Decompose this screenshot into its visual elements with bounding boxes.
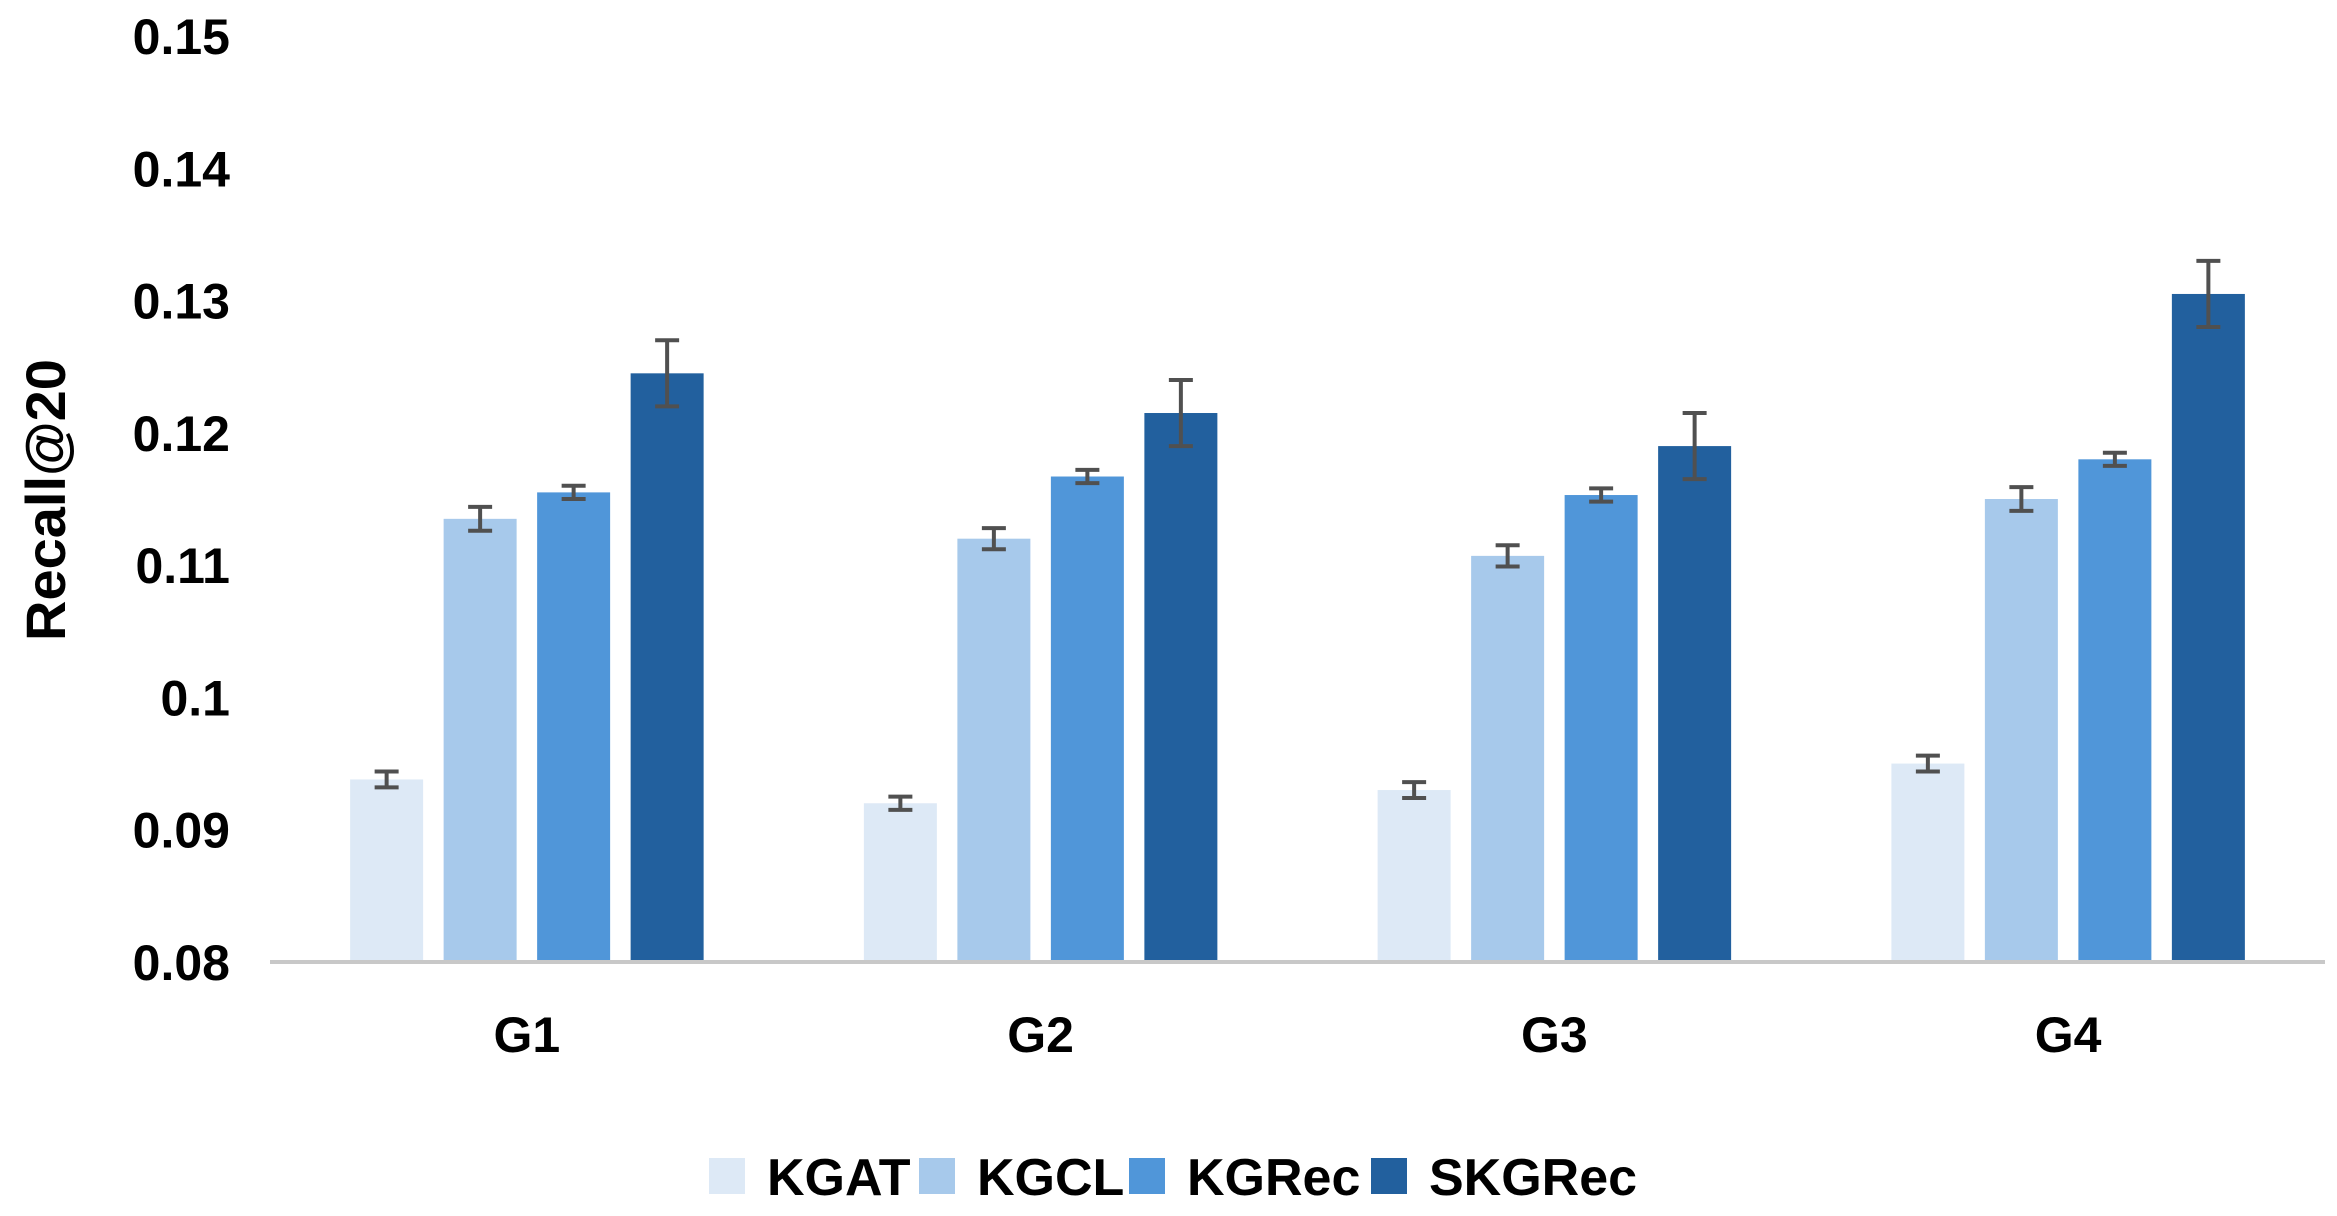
y-tick-label: 0.12 <box>133 406 230 462</box>
bar-kgrec-g3 <box>1564 495 1638 962</box>
legend-swatch <box>1371 1158 1407 1194</box>
error-bar-skgrec-g1 <box>655 338 680 409</box>
bar-kgrec-g1 <box>537 492 611 962</box>
bar-kgrec-g2 <box>1050 476 1124 962</box>
x-tick-label: G2 <box>1007 1007 1074 1063</box>
bar-skgrec-g3 <box>1658 446 1732 963</box>
legend-label: KGRec <box>1187 1149 1360 1207</box>
bar-kgcl-g4 <box>1984 499 2058 962</box>
bar-skgrec-g2 <box>1144 413 1218 962</box>
error-bar-kgrec-g2 <box>1075 467 1100 486</box>
x-tick-label: G1 <box>494 1007 561 1063</box>
error-bar-skgrec-g2 <box>1168 377 1193 449</box>
bar-kgat-g2 <box>863 803 937 962</box>
error-bar-kgcl-g1 <box>468 504 493 533</box>
error-bar-kgrec-g4 <box>2102 450 2127 468</box>
error-bar-kgat-g2 <box>888 794 913 812</box>
error-bar-kgrec-g1 <box>561 483 586 501</box>
y-tick-label: 0.14 <box>133 141 231 197</box>
bar-skgrec-g1 <box>630 373 704 962</box>
legend-label: KGAT <box>767 1149 911 1207</box>
bars <box>350 293 2245 963</box>
error-bar-kgcl-g2 <box>981 526 1006 552</box>
legend-label: KGCL <box>977 1149 1124 1207</box>
error-bars <box>374 258 2221 812</box>
y-tick-label: 0.09 <box>133 803 230 859</box>
x-tick-label: G4 <box>2035 1007 2102 1063</box>
error-bar-skgrec-g3 <box>1682 411 1707 482</box>
y-tick-label: 0.11 <box>135 538 230 594</box>
error-bar-kgcl-g4 <box>2009 485 2034 513</box>
legend-swatch <box>1129 1158 1165 1194</box>
legend-item-skgrec: SKGRec <box>1371 1149 1637 1207</box>
legend-label: SKGRec <box>1429 1149 1637 1207</box>
x-tick-label: G3 <box>1521 1007 1588 1063</box>
y-tick-label: 0.13 <box>133 274 230 330</box>
bar-kgcl-g2 <box>957 538 1031 962</box>
bar-kgat-g4 <box>1891 763 1965 962</box>
y-tick-label: 0.1 <box>160 670 230 726</box>
bar-kgat-g3 <box>1377 790 1451 962</box>
y-tick-label: 0.08 <box>133 935 230 991</box>
legend: KGAT KGCL KGRec SKGRec <box>709 1149 1637 1207</box>
legend-swatch <box>919 1158 955 1194</box>
error-bar-kgat-g1 <box>374 769 399 790</box>
legend-item-kgrec: KGRec <box>1129 1149 1360 1207</box>
bar-kgcl-g3 <box>1471 555 1545 962</box>
error-bar-kgat-g4 <box>1915 753 1940 774</box>
bar-skgrec-g4 <box>2171 293 2245 962</box>
y-tick-label: 0.15 <box>133 9 230 65</box>
error-bar-skgrec-g4 <box>2196 258 2221 330</box>
y-axis-ticks: 0.08 0.09 0.1 0.11 0.12 0.13 0.14 0.15 <box>133 9 231 991</box>
bar-kgcl-g1 <box>443 518 517 962</box>
bar-kgat-g1 <box>350 779 424 962</box>
error-bar-kgrec-g3 <box>1589 486 1614 504</box>
error-bar-kgcl-g3 <box>1495 543 1520 569</box>
bar-kgrec-g4 <box>2078 459 2152 962</box>
legend-swatch <box>709 1158 745 1194</box>
error-bar-kgat-g3 <box>1402 780 1427 800</box>
legend-item-kgat: KGAT <box>709 1149 911 1207</box>
x-axis-labels: G1 G2 G3 G4 <box>494 1007 2102 1063</box>
y-axis-title: Recall@20 <box>14 359 77 641</box>
legend-item-kgcl: KGCL <box>919 1149 1124 1207</box>
